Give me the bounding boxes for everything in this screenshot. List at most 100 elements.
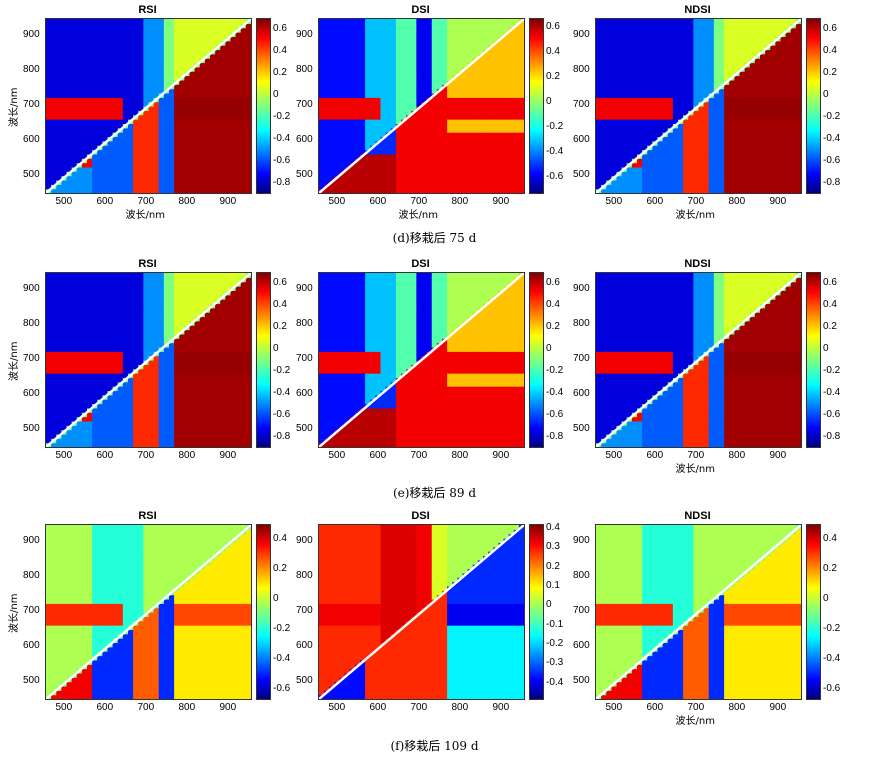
heatmap-cell <box>240 32 247 37</box>
heatmap-cell <box>61 420 68 426</box>
heatmap-cell <box>339 58 346 64</box>
heatmap-cell <box>621 84 628 90</box>
heatmap-cell <box>713 58 720 64</box>
heatmap-cell <box>66 75 73 81</box>
heatmap-cell <box>488 158 494 164</box>
heatmap-cell <box>46 368 52 374</box>
heatmap-cell <box>71 45 78 51</box>
heatmap-cell <box>158 166 165 172</box>
heatmap-cell <box>390 32 397 37</box>
heatmap-cell <box>375 106 382 111</box>
heatmap-cell <box>329 149 335 155</box>
heatmap-cell <box>719 158 725 164</box>
heatmap-cell <box>128 23 134 29</box>
heatmap-cell <box>744 27 751 33</box>
heatmap-cell <box>790 32 797 37</box>
heatmap-cell <box>601 179 607 185</box>
heatmap-cell <box>319 62 325 68</box>
heatmap-cell <box>642 171 648 177</box>
heatmap-cell <box>713 166 720 172</box>
heatmap-cell <box>683 140 689 146</box>
heatmap-cell <box>189 179 196 185</box>
heatmap-cell <box>493 110 499 116</box>
heatmap-cell <box>158 149 165 155</box>
heatmap-cell <box>324 188 330 193</box>
heatmap-cell <box>163 175 170 181</box>
heatmap-cell <box>749 132 756 138</box>
heatmap-cell <box>61 75 68 81</box>
heatmap-cell <box>220 145 226 151</box>
heatmap-cell <box>708 19 715 24</box>
heatmap-cell <box>401 175 407 181</box>
heatmap-cell <box>596 62 602 68</box>
heatmap-cell <box>102 127 109 133</box>
colorbar-tick-label: 0.6 <box>823 23 837 34</box>
heatmap-cell <box>760 179 766 185</box>
heatmap-cell <box>739 97 746 103</box>
heatmap-cell <box>349 101 356 107</box>
heatmap-cell <box>462 19 469 24</box>
heatmap-cell <box>360 49 366 55</box>
heatmap-cell <box>729 123 735 129</box>
heatmap-cell <box>51 145 57 151</box>
heatmap-cell <box>76 53 83 59</box>
heatmap-cell <box>179 171 185 177</box>
heatmap-cell <box>148 36 155 42</box>
heatmap-cell <box>319 53 325 59</box>
heatmap-cell <box>488 27 494 33</box>
heatmap-cell <box>754 58 761 64</box>
heatmap-cell <box>220 49 226 55</box>
heatmap-cell <box>148 27 155 33</box>
heatmap-cell <box>411 53 417 59</box>
heatmap-cell <box>76 84 83 90</box>
heatmap-cell <box>174 97 180 103</box>
heatmap-cell <box>493 75 499 81</box>
heatmap-cell <box>354 110 361 116</box>
heatmap-cell <box>693 136 700 142</box>
heatmap-cell <box>472 88 479 94</box>
heatmap-cell <box>708 114 715 120</box>
heatmap-cell <box>51 338 57 344</box>
heatmap-cell <box>606 23 612 29</box>
heatmap-cell <box>339 45 346 51</box>
heatmap-cell <box>703 27 710 33</box>
heatmap-cell <box>411 136 417 142</box>
heatmap-cell <box>199 149 206 155</box>
heatmap-cell <box>319 136 325 142</box>
heatmap-cell <box>199 140 206 146</box>
heatmap-cell <box>169 110 175 116</box>
heatmap-cell <box>749 119 756 124</box>
heatmap-cell <box>210 58 216 64</box>
heatmap-cell <box>775 92 782 98</box>
heatmap-cell <box>672 66 679 72</box>
heatmap-cell <box>472 71 479 77</box>
heatmap-cell <box>780 75 787 81</box>
heatmap-cell <box>477 119 484 124</box>
heatmap-cell <box>457 123 464 129</box>
heatmap-cell <box>138 97 144 103</box>
heatmap-cell <box>385 106 392 111</box>
heatmap-cell <box>143 79 150 85</box>
heatmap-cell <box>616 49 623 55</box>
heatmap-cell <box>92 110 98 116</box>
heatmap-cell <box>652 132 659 138</box>
heatmap-cell <box>235 171 242 177</box>
heatmap-cell <box>143 145 150 151</box>
heatmap-cell <box>204 162 211 168</box>
heatmap-cell <box>749 101 756 107</box>
heatmap-cell <box>245 92 251 98</box>
heatmap-cell <box>107 119 114 124</box>
heatmap-cell <box>128 162 134 168</box>
heatmap-cell <box>416 45 423 51</box>
heatmap-cell <box>117 66 124 72</box>
heatmap-cell <box>174 123 180 129</box>
heatmap-cell <box>518 27 524 33</box>
heatmap-cell <box>210 114 216 120</box>
heatmap-cell <box>621 36 628 42</box>
heatmap-cell <box>344 71 351 77</box>
heatmap-cell <box>102 75 109 81</box>
heatmap-cell <box>339 119 346 124</box>
heatmap-cell <box>406 119 412 124</box>
heatmap-cell <box>46 114 52 120</box>
heatmap-cell <box>380 53 387 59</box>
